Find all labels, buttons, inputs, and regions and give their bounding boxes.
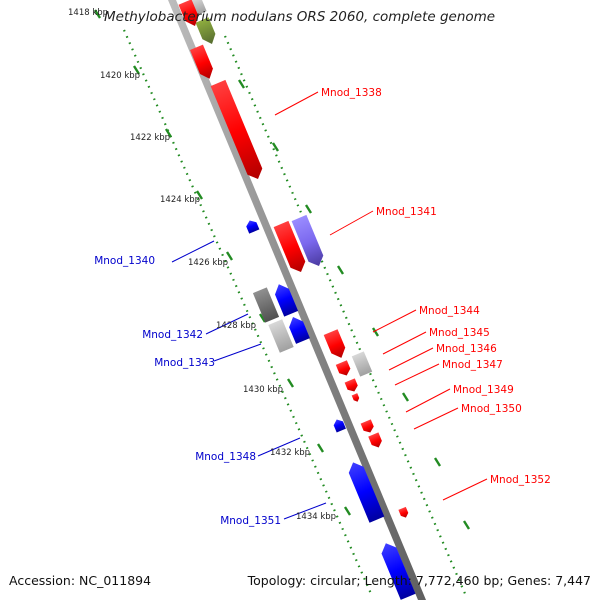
gene-mnod-1341-red[interactable] <box>273 220 309 275</box>
major-tick-mark <box>164 128 173 138</box>
major-tick-mark <box>237 79 246 89</box>
gene-label-mnod-1343[interactable]: Mnod_1343 <box>154 357 215 369</box>
major-tick-mark <box>336 265 345 275</box>
genome-summary-text: Topology: circular; Length: 7,772,460 bp… <box>247 573 591 588</box>
gene-label-mnod-1347[interactable]: Mnod_1347 <box>442 359 503 371</box>
tick-label: 1426 kbp <box>188 258 228 268</box>
genome-backbone <box>168 0 426 600</box>
gene-mnod-1343-blue[interactable] <box>286 314 310 344</box>
label-connector <box>171 240 215 263</box>
tick-label: 1430 kbp <box>243 385 283 395</box>
features <box>178 0 416 600</box>
label-connector <box>205 313 249 335</box>
major-tick-mark <box>225 251 234 261</box>
label-connector <box>405 388 451 413</box>
gene-label-mnod-1352[interactable]: Mnod_1352 <box>490 474 551 486</box>
major-tick-mark <box>433 457 442 467</box>
major-tick-mark <box>343 506 352 516</box>
gene-label-mnod-1338[interactable]: Mnod_1338 <box>321 87 382 99</box>
tick-labels: 1418 kbp 1420 kbp 1422 kbp 1424 kbp 1426 kbp… <box>68 8 336 522</box>
inner-tick-track <box>122 29 374 597</box>
gene-label-mnod-1349[interactable]: Mnod_1349 <box>453 384 514 396</box>
label-connector <box>213 343 262 362</box>
gene-label-mnod-1342[interactable]: Mnod_1342 <box>142 329 203 341</box>
tick-label: 1424 kbp <box>160 195 200 205</box>
major-tick-mark <box>93 9 102 19</box>
gene-mnod-1342-blue[interactable] <box>272 281 299 317</box>
tick-label: 1420 kbp <box>100 71 140 81</box>
gene-label-mnod-1351[interactable]: Mnod_1351 <box>220 515 281 527</box>
major-tick-mark <box>258 313 267 323</box>
major-tick-mark <box>195 190 204 200</box>
gene-label-mnod-1340[interactable]: Mnod_1340 <box>94 255 155 267</box>
tick-label: 1432 kbp <box>270 448 310 458</box>
gene-label-mnod-1344[interactable]: Mnod_1344 <box>419 305 480 317</box>
major-tick-mark <box>401 392 410 402</box>
gene-mnod-1351[interactable] <box>346 459 385 523</box>
gene-red-1337[interactable] <box>190 44 216 82</box>
tick-label: 1434 kbp <box>296 512 336 522</box>
label-connector <box>329 210 374 236</box>
label-connector <box>283 502 327 520</box>
gene-mnod-1341-purple[interactable] <box>291 214 327 269</box>
gene-mnod-1349[interactable] <box>360 419 376 434</box>
gene-mnod-1345[interactable] <box>351 351 373 377</box>
tick-label: 1428 kbp <box>216 321 256 331</box>
gene-label-mnod-1350[interactable]: Mnod_1350 <box>461 403 522 415</box>
gene-green-feature[interactable] <box>195 17 219 46</box>
gene-mnod-1348[interactable] <box>332 418 346 433</box>
label-connector <box>394 363 440 386</box>
tick-label: 1422 kbp <box>130 133 170 143</box>
label-connector <box>257 437 301 457</box>
accession-text: Accession: NC_011894 <box>9 573 152 588</box>
map-title: Methylobacterium nodulans ORS 2060, comp… <box>104 9 496 25</box>
major-tick-mark <box>271 142 280 152</box>
gene-blue-bottom[interactable] <box>378 540 416 600</box>
gene-label-mnod-1346[interactable]: Mnod_1346 <box>436 343 497 355</box>
gene-labels: Mnod_1338 Mnod_1341 Mnod_1340 Mnod_1342 Mnod… <box>94 87 551 527</box>
gene-mnod-1342-gray[interactable] <box>252 287 280 323</box>
major-tick-mark <box>286 378 295 388</box>
major-tick-mark <box>371 327 380 337</box>
gene-mnod-1350[interactable] <box>368 432 384 449</box>
label-connector <box>372 309 417 333</box>
label-connector <box>388 347 434 371</box>
gene-mnod-1338[interactable] <box>210 79 266 182</box>
gene-label-mnod-1341[interactable]: Mnod_1341 <box>376 206 437 218</box>
major-tick-mark <box>462 520 471 530</box>
gene-mnod-1347[interactable] <box>344 378 360 393</box>
gene-mnod-1343-gray[interactable] <box>268 319 294 353</box>
major-tick-mark <box>304 204 313 214</box>
gene-mnod-1346[interactable] <box>335 360 352 378</box>
backbone <box>168 0 426 600</box>
gene-label-mnod-1348[interactable]: Mnod_1348 <box>195 451 256 463</box>
tick-tracks <box>93 9 471 597</box>
major-tick-mark <box>132 65 141 75</box>
label-connector <box>274 91 319 116</box>
gene-mnod-1344[interactable] <box>323 329 349 361</box>
major-tick-mark <box>316 443 325 453</box>
gene-mnod-1340[interactable] <box>245 218 260 234</box>
label-connector <box>413 407 459 430</box>
gene-mnod-1347b[interactable] <box>351 393 361 403</box>
label-connector <box>442 478 488 501</box>
label-connector <box>382 331 427 355</box>
gene-label-mnod-1345[interactable]: Mnod_1345 <box>429 327 490 339</box>
gene-mnod-1352[interactable] <box>398 506 409 519</box>
tick-label: 1418 kbp <box>68 8 108 18</box>
gene-red-top[interactable] <box>178 0 202 29</box>
